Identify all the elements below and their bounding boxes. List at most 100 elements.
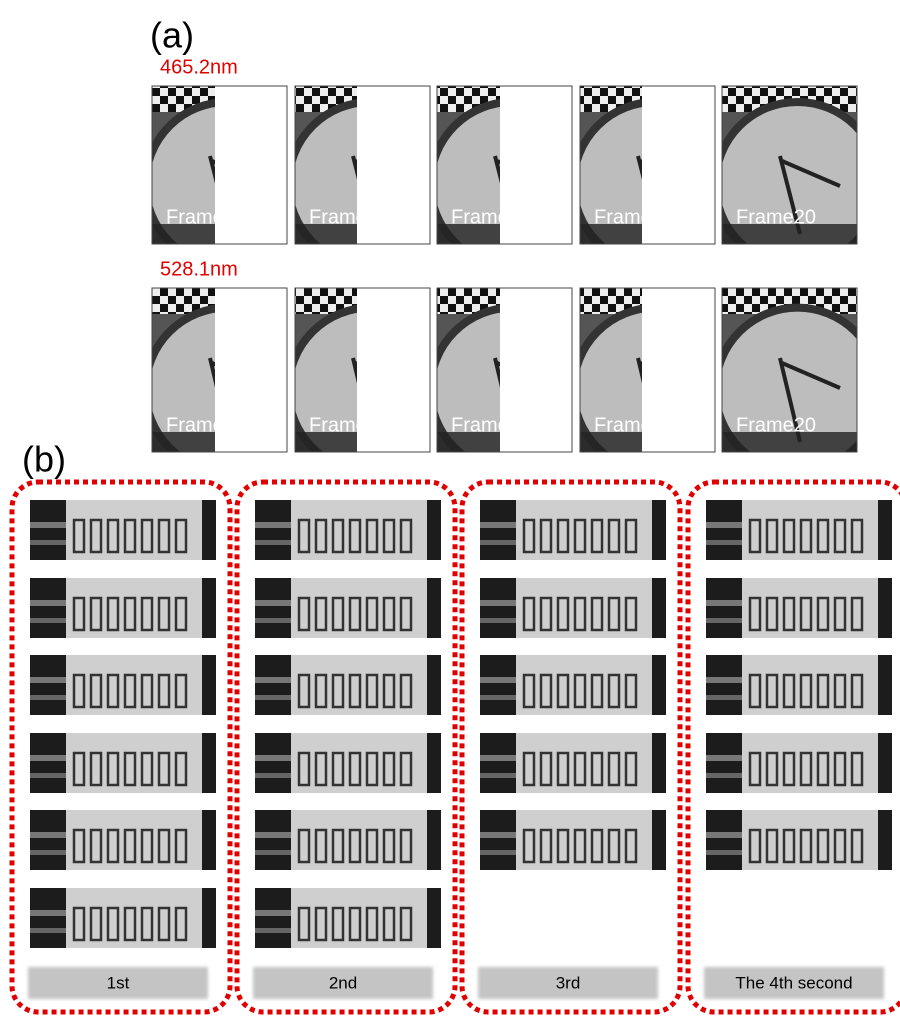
lcd-right-dark [202, 888, 216, 948]
group-label: 2nd [329, 973, 357, 992]
lcd-stripe [255, 677, 291, 683]
lcd-right-dark [427, 810, 441, 870]
lcd-stripe [480, 755, 516, 761]
lcd-stripe [706, 540, 742, 545]
lcd-right-dark [202, 500, 216, 560]
lcd-left-dark [30, 888, 66, 948]
lcd-left-dark [30, 578, 66, 638]
lcd-stripe [706, 773, 742, 778]
lcd-right-dark [878, 733, 892, 793]
lcd-stripe [30, 755, 66, 761]
panel-label: (a) [150, 15, 194, 56]
lcd-right-dark [652, 733, 666, 793]
lcd-left-dark [706, 810, 742, 870]
lcd-left-dark [706, 655, 742, 715]
lcd-left-dark [480, 500, 516, 560]
clip-cover [642, 288, 722, 462]
lcd-left-dark [706, 578, 742, 638]
clip-cover [72, 86, 152, 254]
lcd-stripe [480, 850, 516, 855]
lcd-stripe [480, 522, 516, 528]
lcd-stripe [255, 773, 291, 778]
lcd-right-dark [202, 655, 216, 715]
lcd-stripe [480, 618, 516, 623]
lcd-stripe [30, 773, 66, 778]
lcd-stripe [706, 618, 742, 623]
lcd-right-dark [878, 810, 892, 870]
clip-cover [357, 86, 437, 254]
lcd-stripe [706, 850, 742, 855]
lcd-stripe [30, 677, 66, 683]
clip-cover [215, 86, 295, 254]
clip-cover [642, 86, 722, 254]
lcd-left-dark [255, 655, 291, 715]
lcd-stripe [255, 695, 291, 700]
lcd-stripe [255, 850, 291, 855]
clip-cover [72, 288, 152, 462]
group-label: 1st [107, 973, 130, 992]
lcd-stripe [255, 755, 291, 761]
lcd-left-dark [255, 733, 291, 793]
lcd-stripe [255, 618, 291, 623]
lcd-left-dark [30, 655, 66, 715]
clip-cover [857, 86, 900, 244]
lcd-stripe [255, 522, 291, 528]
lcd-stripe [480, 695, 516, 700]
lcd-right-dark [202, 733, 216, 793]
lcd-left-dark [480, 655, 516, 715]
lcd-stripe [30, 928, 66, 933]
lcd-stripe [255, 540, 291, 545]
lcd-left-dark [255, 888, 291, 948]
lcd-right-dark [427, 888, 441, 948]
lcd-right-dark [878, 578, 892, 638]
lcd-right-dark [202, 578, 216, 638]
lcd-stripe [255, 928, 291, 933]
figure: (a) (b) 465.2nmFrame1Frame6Frame11Frame1… [0, 0, 900, 1018]
lcd-left-dark [480, 733, 516, 793]
lcd-stripe [30, 618, 66, 623]
lcd-right-dark [427, 578, 441, 638]
lcd-stripe [706, 832, 742, 838]
lcd-stripe [30, 540, 66, 545]
lcd-stripe [30, 832, 66, 838]
lcd-right-dark [878, 655, 892, 715]
clip-cover [357, 288, 437, 462]
lcd-left-dark [255, 500, 291, 560]
lcd-right-dark [652, 810, 666, 870]
lcd-left-dark [706, 733, 742, 793]
wavelength-label: 528.1nm [160, 258, 238, 280]
lcd-stripe [706, 755, 742, 761]
lcd-stripe [30, 522, 66, 528]
lcd-stripe [480, 600, 516, 606]
lcd-stripe [706, 695, 742, 700]
lcd-stripe [255, 832, 291, 838]
lcd-stripe [30, 910, 66, 916]
lcd-stripe [30, 600, 66, 606]
frame-label: Frame20 [736, 206, 816, 228]
panel-label: (b) [22, 439, 66, 480]
lcd-right-dark [427, 655, 441, 715]
lcd-left-dark [30, 733, 66, 793]
lcd-right-dark [878, 500, 892, 560]
lcd-stripe [480, 677, 516, 683]
lcd-right-dark [427, 733, 441, 793]
lcd-stripe [706, 677, 742, 683]
frame-label: Frame20 [736, 414, 816, 436]
clip-cover [215, 288, 295, 462]
lcd-left-dark [255, 578, 291, 638]
lcd-left-dark [255, 810, 291, 870]
lcd-right-dark [652, 578, 666, 638]
group-label: The 4th second [735, 973, 852, 992]
lcd-right-dark [427, 500, 441, 560]
wavelength-label: 465.2nm [160, 56, 238, 78]
lcd-left-dark [706, 500, 742, 560]
lcd-stripe [255, 600, 291, 606]
lcd-left-dark [30, 810, 66, 870]
lcd-stripe [706, 600, 742, 606]
lcd-stripe [30, 850, 66, 855]
clip-cover [857, 288, 900, 452]
lcd-left-dark [480, 578, 516, 638]
lcd-right-dark [652, 500, 666, 560]
group-label: 3rd [556, 973, 581, 992]
lcd-left-dark [30, 500, 66, 560]
